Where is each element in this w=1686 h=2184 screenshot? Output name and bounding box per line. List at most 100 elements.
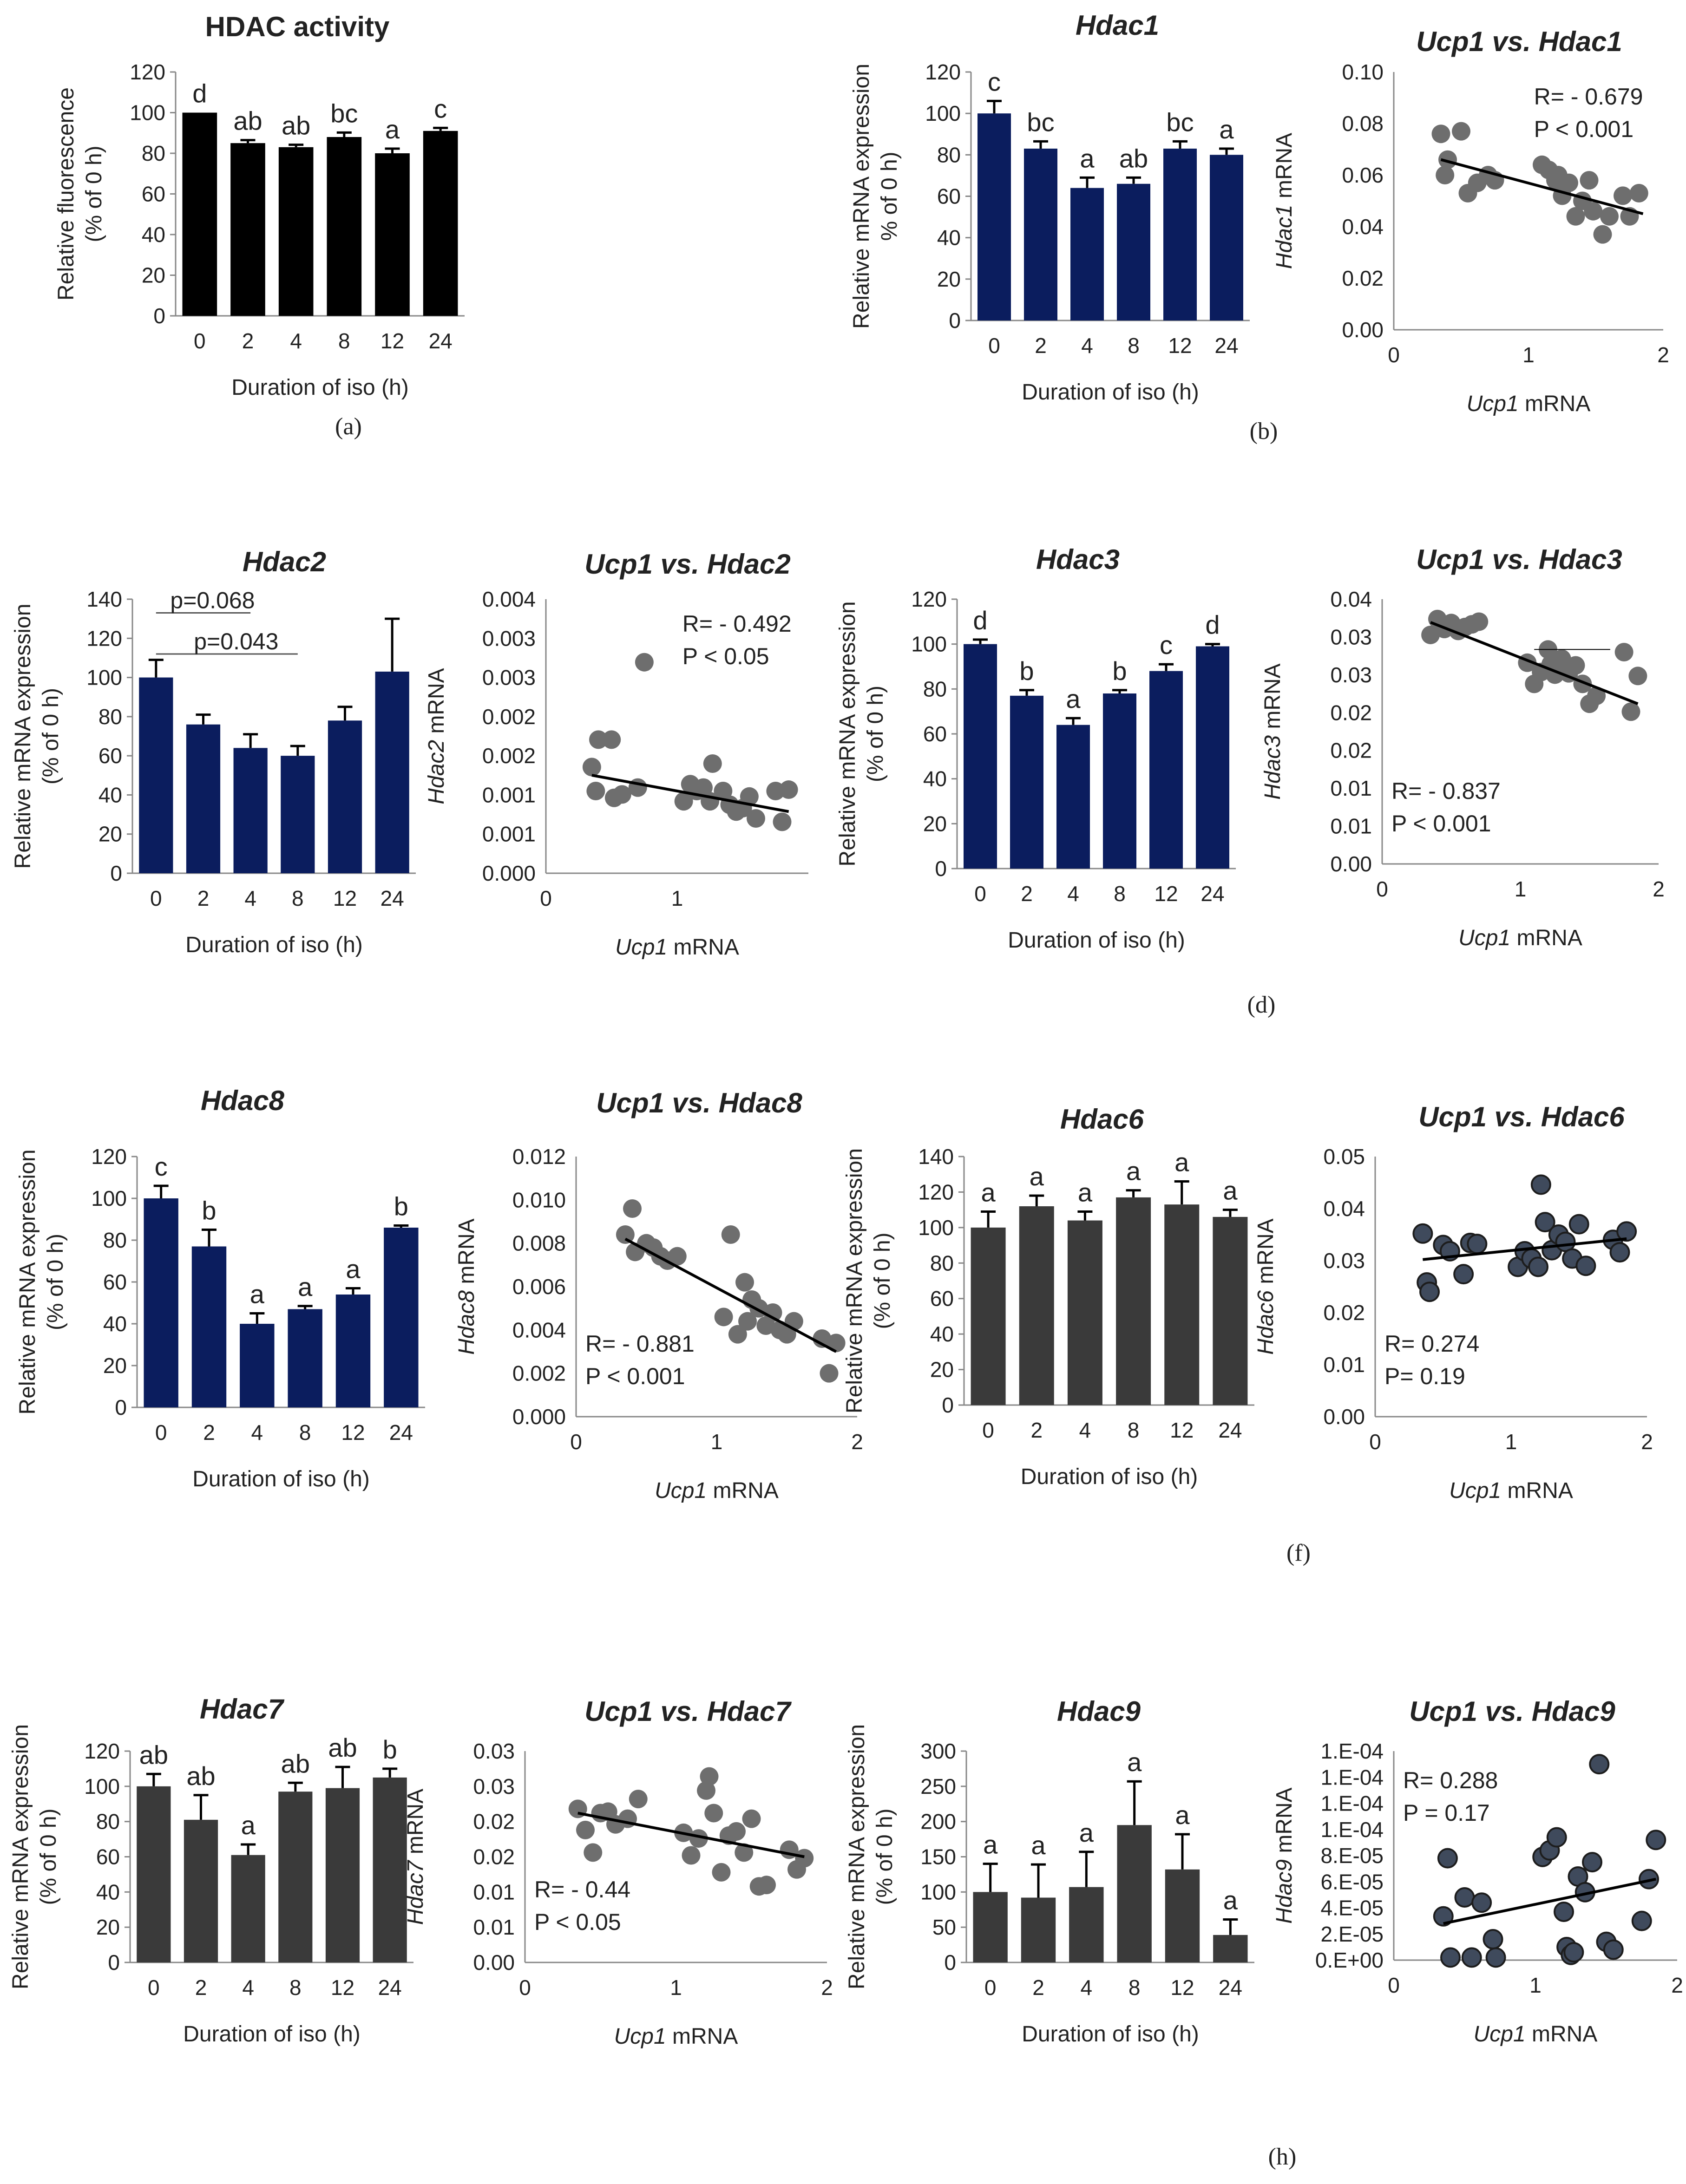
y-tick-label: 120 [86,626,122,650]
y-tick-label: 40 [98,783,122,807]
x-axis-label: Ucp1 mRNA [1467,392,1591,416]
scatter-point [612,785,631,804]
scatter-point [700,1767,719,1786]
significance-letter: b [202,1196,216,1225]
x-tick-label: 8 [1114,882,1126,906]
scatter-point [712,1863,731,1882]
title-gene: Hdac1 [1539,26,1622,57]
scatter-point [602,730,621,749]
y-tick-label: 60 [930,1287,954,1311]
y-axis-label-unit: (% of 0 h) [863,686,888,782]
bar-12 [1149,671,1183,869]
x-tick-label: 1 [671,886,683,910]
y-tick-label: 0.03 [1330,663,1372,687]
y-tick-label: 0.00 [1342,318,1384,342]
x-tick-label: 1 [1522,343,1535,367]
y-tick-label: 0 [935,857,947,881]
x-tick-label: 2 [1641,1430,1653,1454]
chart-title: Hdac6 [1060,1104,1144,1135]
title-gene: Hdac2 [707,549,791,580]
scatter-point [738,1312,757,1331]
title-gene: Hdac7 [707,1696,792,1727]
significance-letter: d [1205,610,1220,640]
correlation-p: P < 0.001 [1391,811,1491,837]
panel-label: (a) [335,413,362,440]
bar-8 [281,756,315,873]
y-tick-label: 300 [920,1739,956,1763]
x-axis-label-rest: mRNA [1510,926,1582,950]
scatter-point [1554,1901,1574,1922]
y-tick-label: 0 [115,1395,127,1419]
correlation-r: R= - 0.837 [1391,778,1501,804]
y-tick-label: 0.001 [482,783,536,807]
title-gene: Hdac6 [1541,1101,1625,1132]
y-axis-label-rest: mRNA [1260,663,1285,735]
chart-title: Hdac7 [200,1694,285,1725]
x-tick-label: 4 [290,329,302,353]
significance-letter: a [1174,1148,1189,1177]
y-tick-label: 0.04 [1342,215,1384,239]
x-axis-label: Ucp1 mRNA [614,2024,738,2049]
chart-hdac6: Hdac6 0 20 40 60 80 100 120 140 0 a 2 a 4 a 8 a 12 a 24 a Dur… [842,1104,1254,1489]
chart-title: Hdac1 [1076,10,1159,41]
significance-letter: bc [330,98,358,128]
y-tick-label: 120 [911,587,947,611]
x-axis-label-rest: mRNA [707,1478,779,1503]
scatter-point [1600,207,1619,226]
y-tick-label: 0.02 [473,1845,515,1869]
correlation-p: P < 0.001 [585,1363,685,1389]
bar-4 [1070,188,1104,320]
y-tick-label: 0.012 [512,1144,566,1169]
scatter-point [576,1820,595,1839]
scatter-point [721,1225,740,1244]
significance-letter: ab [282,111,310,140]
significance-letter: a [346,1255,361,1284]
scatter-point [1546,1827,1567,1848]
y-axis-label: Relative mRNA expression [835,602,860,867]
y-tick-label: 0.02 [473,1810,515,1834]
y-tick-label: 0.04 [1330,587,1372,611]
chart-title: Ucp1 vs. Hdac6 [1418,1101,1625,1132]
chart-ucp1-vs-hdac2: Ucp1 vs. Hdac2 0.000 0.001 0.001 0.002 0.002 0… [424,549,808,960]
scatter-point [735,1273,754,1292]
significance-letter: a [1031,1831,1046,1860]
chart-title: Ucp1 vs. Hdac7 [584,1696,792,1727]
chart-ucp1-vs-hdac8: Ucp1 vs. Hdac8 0.000 0.002 0.004 0.006 0.008 0… [454,1087,863,1503]
scatter-point [728,1325,747,1344]
x-tick-label: 4 [244,886,256,910]
y-tick-label: 0.004 [512,1318,566,1342]
scatter-point [1452,122,1470,141]
significance-letter: a [981,1177,996,1207]
y-tick-label: 20 [96,1915,120,1939]
x-tick-label: 8 [289,1975,302,2000]
y-axis-label: Relative fluorescence [54,87,79,301]
y-axis-label: Hdac8 mRNA [454,1218,479,1354]
title-prefix: Ucp1 vs. [1409,1696,1531,1727]
x-axis-label-rest: mRNA [1501,1478,1573,1503]
y-tick-label: 120 [91,1144,127,1169]
bar-4 [233,748,268,873]
y-tick-label: 100 [911,632,947,656]
x-tick-label: 8 [1128,1975,1141,2000]
scatter-point [1485,1947,1506,1968]
correlation-p: P < 0.05 [682,643,769,669]
significance-letter: b [1019,656,1034,686]
x-axis-label: Ucp1 mRNA [1449,1478,1573,1503]
scatter-point [779,780,798,799]
trend-line [624,1237,837,1353]
x-tick-label: 2 [1035,333,1047,358]
scatter-point [1437,1848,1458,1869]
chart-title: Hdac3 [1036,544,1120,575]
correlation-r: R= - 0.881 [585,1331,695,1357]
scatter-point [1560,173,1578,192]
significance-letter: b [383,1735,397,1764]
chart-title: Ucp1 vs. Hdac3 [1416,544,1622,575]
title-gene: Hdac3 [1539,544,1622,575]
significance-letter: b [1112,656,1127,686]
x-tick-label: 12 [333,886,357,910]
y-tick-label: 140 [86,587,122,611]
y-axis-label-gene: Hdac6 [1253,1290,1278,1355]
y-tick-label: 120 [925,60,961,84]
y-tick-label: 0 [110,861,122,885]
significance-letter: a [983,1830,998,1859]
